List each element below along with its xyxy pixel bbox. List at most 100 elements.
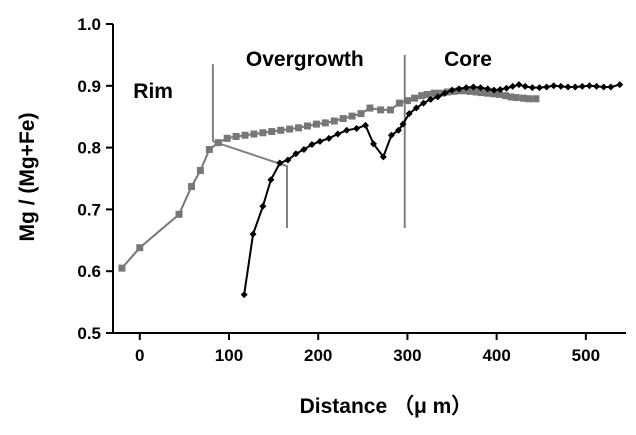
data-point [387, 131, 395, 139]
data-point [521, 82, 529, 90]
data-point [578, 82, 586, 90]
data-point [259, 129, 267, 137]
data-point [430, 89, 438, 97]
data-point [259, 202, 267, 210]
data-point [436, 89, 444, 97]
data-point [472, 88, 480, 96]
data-point [466, 87, 474, 95]
data-point [267, 176, 275, 184]
data-point [277, 126, 285, 134]
axes-layer [112, 24, 626, 334]
data-point [532, 95, 540, 103]
data-point [484, 85, 492, 93]
data-point [564, 83, 572, 91]
y-tick-label: 0.7 [77, 200, 101, 219]
data-point [441, 89, 449, 97]
data-point [519, 94, 527, 102]
data-point [512, 94, 520, 102]
data-point [334, 130, 342, 138]
data-point [399, 120, 407, 128]
data-point [525, 95, 533, 103]
data-point [343, 126, 351, 134]
data-point [418, 92, 426, 100]
ticks-layer: 0.5 0.6 0.7 0.8 0.9 1.0 0 100 200 300 400 500 [77, 15, 600, 365]
data-point [330, 117, 338, 125]
data-point [196, 166, 204, 174]
series-line-black-profile [243, 83, 621, 295]
data-point [607, 83, 615, 91]
data-point [434, 93, 442, 101]
data-point [316, 137, 324, 145]
data-point [484, 89, 492, 97]
data-point [448, 86, 456, 94]
data-point [543, 83, 551, 91]
data-point [303, 122, 311, 130]
data-point [423, 90, 431, 98]
data-point [490, 86, 498, 94]
data-point [370, 140, 378, 148]
data-point [312, 120, 320, 128]
data-point [366, 104, 374, 112]
data-point [308, 141, 316, 149]
data-point [394, 126, 402, 134]
data-point [292, 150, 300, 158]
y-tick-label: 0.5 [77, 324, 101, 343]
y-tick-label: 0.9 [77, 77, 101, 96]
data-point [557, 82, 565, 90]
data-point [411, 94, 419, 102]
data-point [496, 86, 504, 94]
x-tick-label: 400 [482, 346, 510, 365]
data-point [250, 130, 258, 138]
data-point [477, 84, 485, 92]
data-point [377, 106, 385, 114]
data-point [461, 87, 469, 95]
x-tick-label: 500 [572, 346, 600, 365]
data-point [118, 264, 126, 272]
y-tick-label: 0.8 [77, 139, 101, 158]
data-point [585, 82, 593, 90]
series-black-profile [240, 81, 624, 299]
data-point [495, 90, 503, 98]
data-point [223, 134, 231, 142]
x-tick-label: 100 [215, 346, 243, 365]
x-tick-label: 200 [304, 346, 332, 365]
data-point [502, 84, 510, 92]
data-point [353, 124, 361, 132]
x-axis-title: Distance （μ m） [300, 394, 473, 418]
data-point [241, 131, 249, 139]
series-gray-profile [118, 87, 540, 272]
y-tick-label: 1.0 [77, 15, 101, 34]
data-point [616, 81, 624, 89]
data-point [535, 84, 543, 92]
series-line-gray-profile [121, 89, 536, 269]
data-point [427, 95, 435, 103]
data-point [405, 110, 413, 118]
data-point [395, 99, 403, 107]
data-point [502, 92, 510, 100]
data-point [249, 230, 257, 238]
data-point [286, 125, 294, 133]
data-point [515, 81, 523, 89]
x-tick-label: 0 [135, 346, 144, 365]
y-axis-title: Mg / (Mg+Fe) [16, 113, 39, 242]
data-point [361, 121, 369, 129]
data-point [462, 84, 470, 92]
data-point [412, 104, 420, 112]
data-point [550, 82, 558, 90]
data-point [477, 89, 485, 97]
data-point [528, 84, 536, 92]
y-tick-label: 0.6 [77, 262, 101, 281]
data-point [348, 112, 356, 120]
data-point [188, 183, 196, 191]
data-point [325, 134, 333, 142]
region-label-core: Core [444, 48, 492, 71]
series-layer [118, 81, 624, 299]
data-point [571, 83, 579, 91]
data-point [403, 97, 411, 105]
data-point [268, 128, 276, 136]
data-point [507, 93, 515, 101]
data-point [276, 159, 284, 167]
data-point [284, 156, 292, 164]
